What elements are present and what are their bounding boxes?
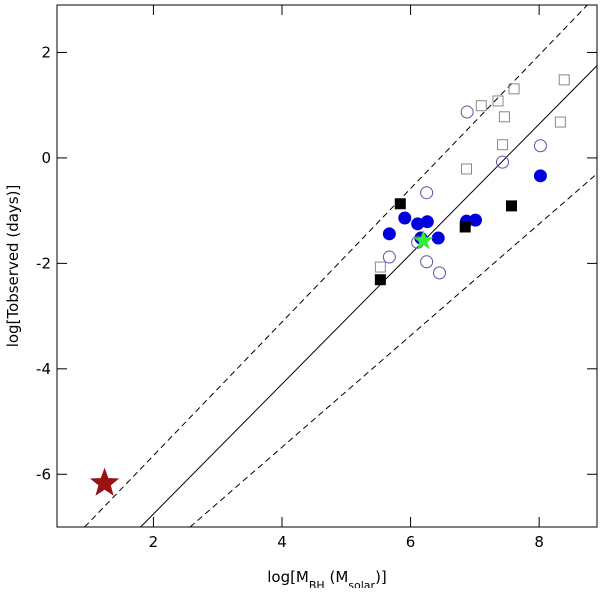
point [498,111,510,123]
point [506,200,517,212]
point [469,213,482,227]
point [533,169,547,183]
point [459,221,471,233]
x-tick-label: 6 [406,533,416,551]
point [433,266,446,280]
point [496,155,509,169]
x-tick-label: 8 [534,533,544,551]
point [420,215,434,229]
point [460,105,474,119]
y-tick-label: 0 [41,149,51,167]
point [374,261,386,273]
point [420,186,434,200]
point [558,74,570,86]
point [398,211,412,225]
plot-frame [56,4,598,528]
y-tick-label: -4 [36,360,51,378]
point [382,227,396,241]
point [492,95,504,107]
x-axis-label-part: )] [375,568,387,586]
point [554,116,566,128]
point [374,274,386,286]
point [382,250,396,264]
point [508,83,520,95]
point [89,467,120,496]
x-axis-label-part: BH [309,579,325,589]
point [394,198,406,210]
y-tick-label: -6 [36,465,51,483]
x-tick-label: 4 [277,533,287,551]
y-tick-label: -2 [36,254,51,272]
x-tick-label: 2 [149,533,159,551]
x-axis-label: log[MBH (Msolar)] [267,568,387,588]
point [475,100,487,112]
y-tick-label: 2 [41,43,51,61]
point [497,139,508,151]
x-axis-label-part: solar [348,579,375,589]
fit-line [140,65,597,527]
point [420,255,434,269]
x-axis-label-part: log[M [267,568,309,586]
point [431,231,445,245]
point [413,230,434,250]
y-axis-label: log[Tobserved (days)] [4,185,22,348]
point [461,163,472,175]
dashed-line [84,5,588,527]
point [533,139,547,153]
x-axis-label-part: (M [325,568,349,586]
dashed-line [189,173,597,527]
